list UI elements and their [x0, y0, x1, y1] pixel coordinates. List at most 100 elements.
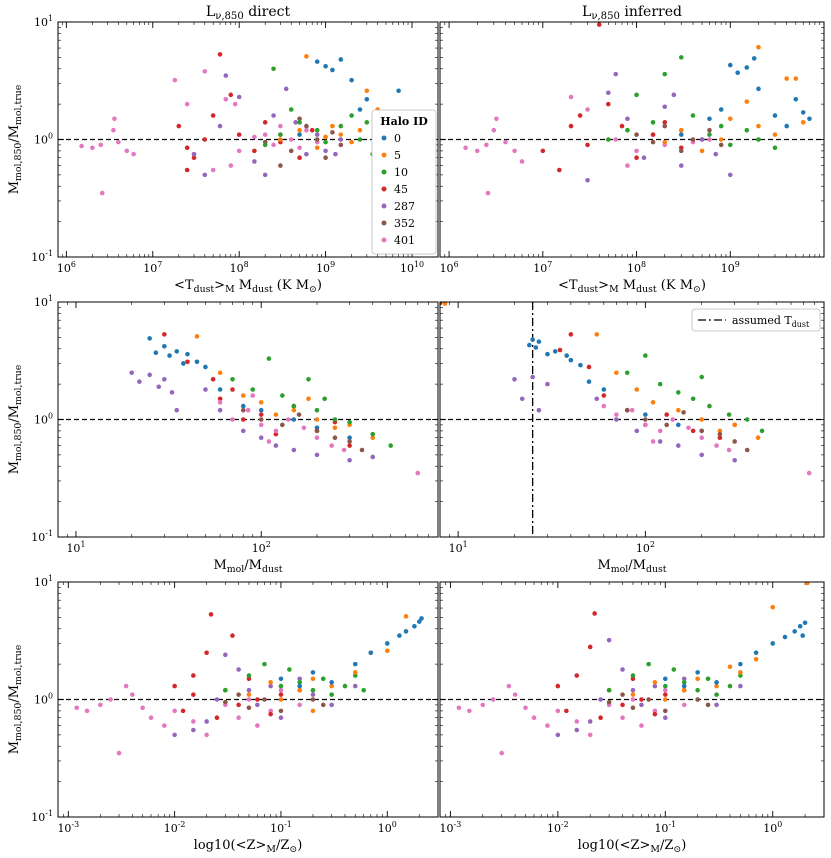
data-point-halo-401 [79, 143, 84, 149]
data-point-halo-352 [630, 705, 636, 711]
data-point-halo-401 [112, 116, 117, 122]
data-point-halo-287 [273, 443, 279, 448]
data-point-halo-10 [271, 66, 276, 72]
data-point-halo-5 [678, 127, 684, 133]
data-point-halo-10 [606, 137, 611, 142]
data-point-halo-352 [359, 447, 365, 453]
data-point-halo-5 [364, 88, 370, 94]
data-point-halo-287 [620, 667, 625, 672]
data-point-halo-352 [620, 692, 625, 697]
legend-label-287: 287 [394, 200, 415, 213]
x-tick-label: 10-3 [57, 820, 79, 835]
data-point-halo-401 [726, 447, 732, 453]
data-point-halo-401 [707, 137, 712, 142]
data-point-halo-45 [717, 435, 723, 441]
data-point-halo-401 [512, 692, 518, 697]
data-point-halo-10 [323, 139, 328, 145]
data-point-halo-10 [657, 381, 663, 387]
data-point-halo-5 [756, 123, 761, 129]
data-point-halo-287 [639, 702, 644, 708]
legend-label-352: 352 [394, 217, 415, 230]
data-point-halo-0 [793, 96, 799, 102]
data-points [463, 22, 812, 196]
x-tick-label: 100 [763, 820, 782, 835]
data-point-halo-401 [111, 127, 116, 133]
data-point-halo-352 [320, 702, 326, 708]
data-point-halo-10 [280, 393, 285, 398]
x-tick-label: 108 [230, 260, 249, 275]
data-point-halo-0 [545, 351, 550, 357]
y-tick-label: 101 [34, 574, 53, 589]
data-point-halo-10 [690, 396, 696, 402]
data-point-halo-287 [613, 71, 619, 77]
data-point-halo-401 [555, 708, 561, 714]
data-point-halo-401 [130, 692, 135, 697]
data-point-halo-287 [156, 384, 162, 390]
data-point-halo-0 [349, 77, 354, 83]
data-point-halo-5 [330, 123, 335, 129]
data-point-halo-5 [258, 400, 264, 405]
data-point-halo-352 [707, 127, 712, 133]
data-point-halo-287 [657, 439, 663, 444]
data-point-halo-45 [262, 120, 268, 125]
data-point-halo-45 [555, 683, 561, 689]
data-point-halo-352 [347, 439, 352, 444]
data-point-halo-287 [262, 172, 268, 178]
data-point-halo-401 [262, 132, 268, 137]
data-point-halo-352 [718, 142, 724, 148]
data-point-halo-5 [310, 676, 316, 682]
data-point-halo-45 [568, 123, 574, 129]
data-point-halo-401 [523, 705, 528, 711]
data-point-halo-0 [782, 634, 788, 640]
y-tick-label: 10-1 [31, 809, 53, 824]
data-point-halo-401 [585, 107, 590, 112]
data-point-halo-287 [681, 676, 687, 682]
data-point-halo-401 [629, 407, 635, 413]
data-point-halo-10 [246, 673, 252, 678]
data-point-halo-401 [699, 435, 705, 441]
legend-label-5: 5 [394, 149, 401, 162]
legend-label-0: 0 [394, 132, 401, 145]
data-point-halo-401 [625, 163, 630, 168]
data-point-halo-5 [784, 76, 790, 81]
data-point-halo-352 [732, 439, 737, 444]
data-point-halo-352 [280, 422, 285, 428]
data-point-halo-0 [738, 661, 743, 667]
data-point-halo-401 [273, 428, 279, 434]
data-point-halo-5 [738, 670, 743, 675]
data-point-halo-5 [676, 407, 681, 413]
data-point-halo-401 [415, 470, 421, 476]
data-point-halo-10 [772, 145, 778, 151]
data-point-halo-45 [268, 711, 273, 717]
data-point-halo-45 [690, 428, 696, 434]
data-point-halo-10 [707, 403, 712, 409]
data-point-halo-0 [181, 361, 186, 366]
panel-E: 10-3 10-2 10-1 100 10-1 100 101 [31, 574, 439, 835]
data-point-halo-45 [564, 708, 569, 714]
data-point-halo-287 [304, 151, 309, 157]
legend-label-45: 45 [394, 183, 408, 196]
data-point-halo-287 [699, 137, 705, 142]
data-point-halo-5 [718, 137, 724, 142]
data-point-halo-0 [338, 57, 344, 62]
data-point-halo-401 [255, 723, 260, 728]
data-point-halo-10 [671, 667, 677, 672]
legend-marker-0 [381, 135, 387, 141]
data-point-halo-5 [630, 692, 636, 697]
data-point-halo-287 [512, 376, 517, 382]
data-point-halo-287 [204, 719, 209, 724]
data-point-halo-287 [129, 370, 135, 376]
data-point-halo-352 [262, 697, 267, 702]
data-point-halo-287 [536, 407, 542, 413]
data-point-halo-287 [594, 396, 600, 402]
data-point-halo-287 [641, 155, 647, 161]
data-point-halo-5 [194, 334, 200, 339]
data-point-halo-10 [388, 443, 394, 448]
data-point-halo-45 [662, 692, 668, 697]
data-point-halo-287 [283, 86, 289, 92]
data-point-halo-287 [329, 702, 334, 708]
legend-assumed-tdust: assumed Tdust [691, 308, 821, 332]
data-point-halo-287 [699, 452, 705, 458]
data-point-halo-10 [364, 120, 370, 125]
data-point-halo-45 [557, 167, 562, 173]
